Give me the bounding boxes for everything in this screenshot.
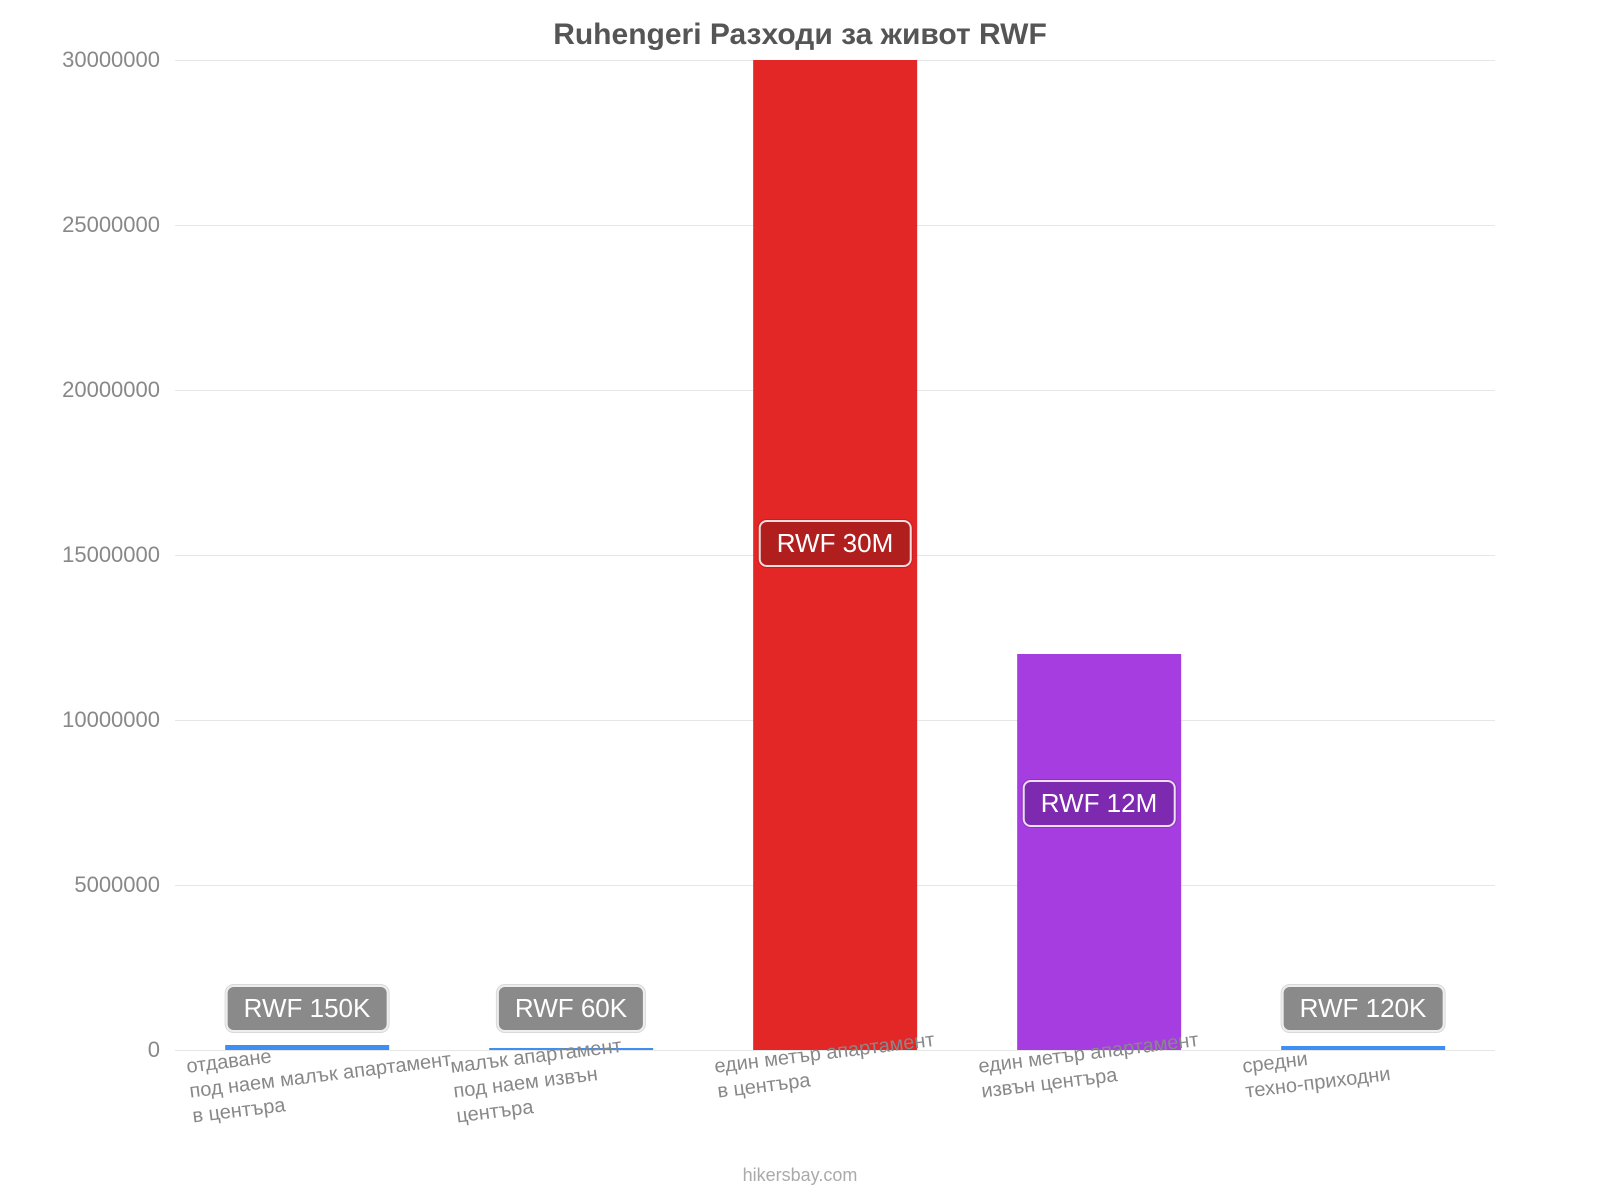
value-badge: RWF 150K [226, 985, 389, 1032]
bar-slot: RWF 30M [703, 60, 967, 1050]
bar-slot: RWF 150K [175, 60, 439, 1050]
bar [1017, 654, 1181, 1050]
value-badge: RWF 12M [1023, 780, 1176, 827]
bars-group: RWF 150K RWF 60K RWF 30M RWF 12M RWF 120K [175, 60, 1495, 1050]
attribution-text: hikersbay.com [0, 1165, 1600, 1186]
bar-slot: RWF 60K [439, 60, 703, 1050]
plot-area: RWF 150K RWF 60K RWF 30M RWF 12M RWF 120K [175, 60, 1495, 1050]
chart-container: Ruhengeri Разходи за живот RWF 0 5000000 1… [0, 0, 1600, 1200]
y-tick-label: 25000000 [62, 212, 160, 238]
value-badge: RWF 30M [759, 520, 912, 567]
bar-slot: RWF 120K [1231, 60, 1495, 1050]
chart-title: Ruhengeri Разходи за живот RWF [0, 18, 1600, 52]
y-tick-label: 20000000 [62, 377, 160, 403]
value-badge: RWF 60K [497, 985, 645, 1032]
y-tick-label: 10000000 [62, 707, 160, 733]
bar-slot: RWF 12M [967, 60, 1231, 1050]
y-tick-label: 15000000 [62, 542, 160, 568]
value-badge: RWF 120K [1282, 985, 1445, 1032]
y-tick-label: 30000000 [62, 47, 160, 73]
y-tick-label: 0 [148, 1037, 160, 1063]
y-tick-label: 5000000 [74, 872, 160, 898]
